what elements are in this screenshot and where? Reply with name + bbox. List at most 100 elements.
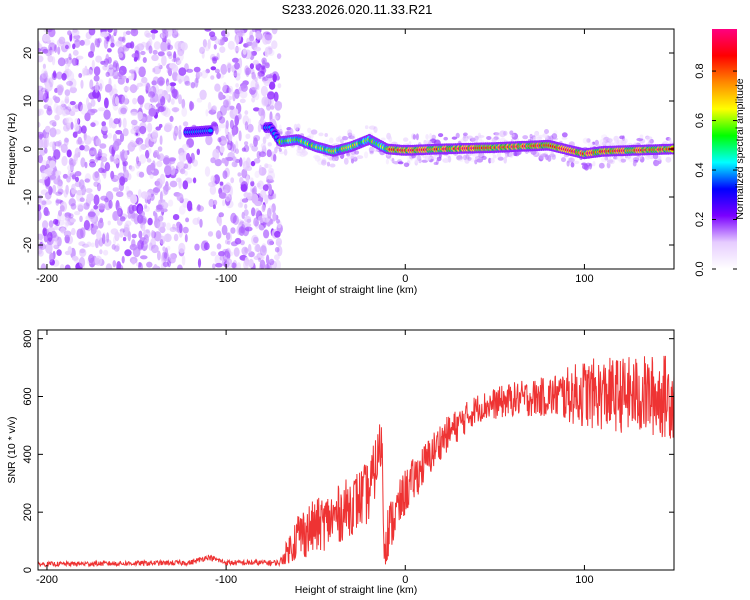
spectrogram-cell — [97, 107, 106, 112]
spectrogram-cell — [582, 137, 589, 144]
spectrogram-cell — [242, 48, 247, 55]
spectrogram-cell — [570, 162, 575, 168]
spectrogram-cell — [213, 44, 217, 50]
spectrogram-cell — [504, 151, 509, 158]
spectrogram-cell — [109, 38, 116, 45]
spectrogram-cell — [140, 50, 146, 56]
spectrogram-cell — [70, 121, 74, 130]
spectrogram-cell — [474, 159, 478, 165]
spectrogram-cell — [77, 136, 83, 145]
spectrogram-cell — [39, 149, 46, 156]
spectrogram-cell — [199, 46, 206, 55]
figure-title: S233.2026.020.11.33.R21 — [282, 2, 433, 17]
spectrogram-cell — [118, 52, 124, 59]
spectrogram-cell — [135, 137, 144, 145]
spectrogram-x-label: Height of straight line (km) — [295, 284, 418, 296]
spectrogram-cell — [249, 63, 254, 70]
spectrogram-cell — [159, 235, 166, 245]
spectrogram-cell — [218, 216, 223, 227]
spectrogram-cell — [109, 155, 114, 163]
x-tick-label: 0 — [402, 574, 408, 586]
spectrogram-cell — [94, 255, 103, 266]
spectrogram-cell — [499, 130, 506, 138]
spectrogram-cell — [114, 245, 120, 252]
spectrogram-cell — [63, 230, 72, 237]
spectrogram-cell — [230, 212, 237, 224]
spectrogram-cell — [257, 180, 265, 190]
spectrogram-cell — [115, 130, 123, 135]
spectrogram-cell — [93, 66, 101, 76]
spectrogram-cell — [607, 137, 614, 142]
spectrogram-cell — [79, 248, 87, 257]
spectrogram-cell — [607, 158, 613, 164]
spectrogram-cell — [247, 243, 252, 254]
spectrogram-cell — [417, 155, 422, 162]
spectrogram-cell — [599, 138, 606, 145]
spectrogram-cell — [250, 86, 258, 98]
spectrogram-cell — [97, 219, 104, 229]
spectrogram-cell — [247, 123, 254, 133]
spectrogram-cell — [93, 148, 97, 156]
spectrogram-cell — [84, 173, 92, 184]
spectrogram-cell — [251, 234, 259, 246]
spectrogram-cell — [268, 184, 272, 195]
spectrogram-cell — [442, 158, 450, 163]
spectrogram-cell — [80, 79, 84, 89]
spectrogram-x-ticks: -200 -100 0 100 — [36, 29, 594, 285]
spectrogram-cell — [283, 148, 288, 156]
spectrogram-cell — [333, 156, 338, 161]
spectrogram-cell — [137, 111, 143, 121]
spectrogram-cell — [451, 136, 458, 140]
spectrogram-cell — [296, 151, 303, 157]
spectrogram-cell — [103, 249, 109, 256]
spectrogram-cell — [628, 155, 635, 163]
spectrogram-cell — [90, 242, 95, 248]
spectrogram-cell — [274, 146, 278, 154]
spectrogram-cell — [368, 125, 376, 130]
spectrogram-cell — [68, 53, 72, 61]
spectrogram-cell — [173, 89, 179, 100]
spectrogram-cell — [253, 255, 260, 260]
spectrogram-cell — [112, 69, 119, 80]
spectrogram-cell — [123, 224, 130, 234]
spectrogram-cell — [99, 83, 103, 92]
spectrogram-cell — [92, 89, 100, 99]
spectrogram-cell — [177, 264, 183, 269]
spectrogram-cell — [258, 223, 265, 231]
spectrogram-cell — [267, 207, 272, 219]
spectrogram-cell — [86, 241, 92, 248]
spectrogram-cell — [139, 125, 147, 135]
spectrogram-cell — [158, 153, 165, 162]
spectrogram-cell — [249, 30, 253, 39]
spectrogram-cell — [75, 176, 79, 182]
spectrogram-cell — [48, 251, 54, 263]
spectrogram-cell — [433, 162, 438, 165]
spectrogram-cell — [171, 107, 180, 113]
spectrogram-cell — [259, 259, 266, 269]
spectrogram-cell — [95, 138, 102, 147]
spectrogram-cell — [254, 92, 260, 101]
spectrogram-cell — [194, 77, 199, 88]
spectrogram-cell — [103, 109, 111, 120]
spectrogram-cell — [55, 198, 60, 206]
spectrogram-cell — [96, 230, 102, 240]
spectrogram-cell — [225, 120, 229, 130]
spectrogram-cell — [343, 157, 349, 165]
spectrogram-cell — [274, 259, 281, 269]
spectrogram-cell — [40, 87, 47, 93]
spectrogram-cell — [335, 136, 341, 143]
spectrogram-cell — [232, 108, 239, 115]
spectrogram-cell — [151, 130, 159, 140]
spectrogram-cell — [254, 219, 260, 229]
spectrogram-cell — [150, 237, 157, 249]
spectrogram-cell — [150, 29, 159, 34]
spectrogram-cell — [237, 202, 243, 208]
spectrogram-cell — [240, 181, 249, 192]
spectrogram-cell — [233, 247, 240, 257]
y-tick-label: 0 — [22, 146, 34, 152]
spectrogram-cell — [151, 80, 157, 86]
spectrogram-cell — [218, 116, 226, 124]
spectrogram-cell — [60, 143, 68, 153]
spectrogram-cell — [192, 159, 198, 167]
spectrogram-cell — [364, 151, 369, 159]
